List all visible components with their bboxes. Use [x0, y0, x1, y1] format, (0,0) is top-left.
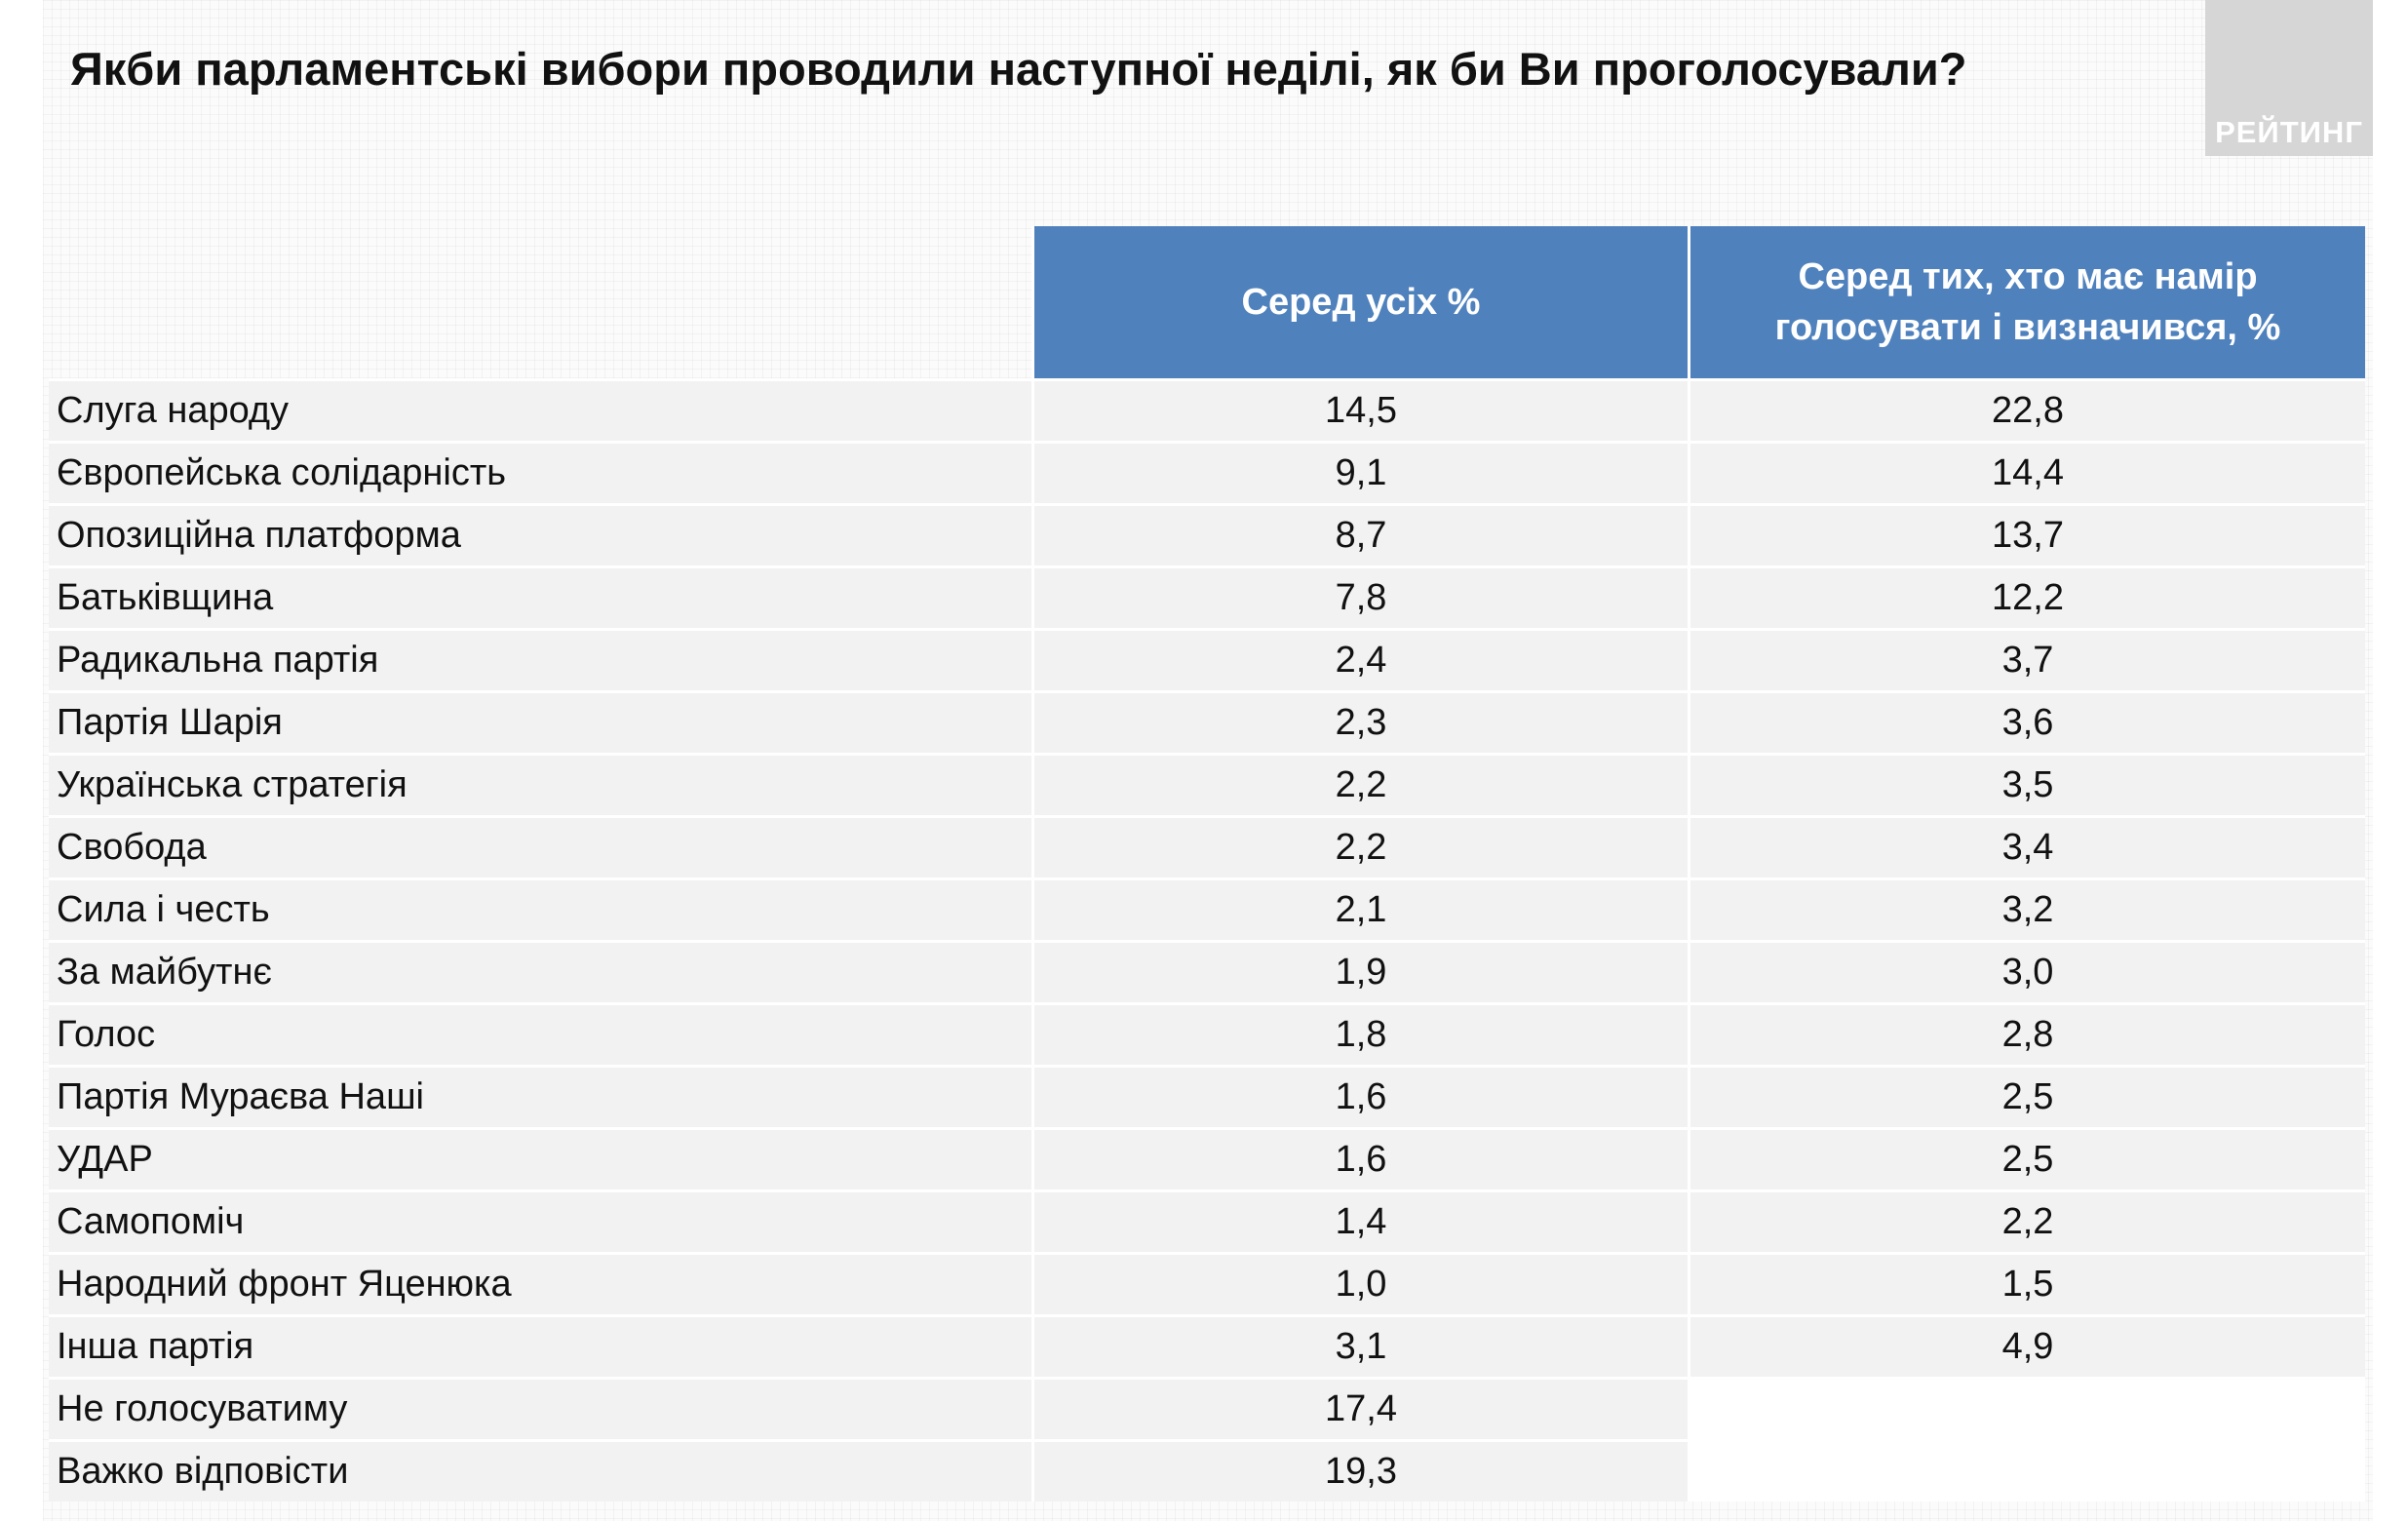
header-corner-cell	[49, 226, 1034, 378]
party-name-cell: Українська стратегія	[49, 753, 1034, 815]
table-row: Партія Мураєва Наші 1,6 2,5	[49, 1065, 2365, 1127]
table-row: Батьківщина 7,8 12,2	[49, 566, 2365, 628]
table-row: Народний фронт Яценюка 1,0 1,5	[49, 1252, 2365, 1314]
poll-results-table: Серед усіх % Серед тих, хто має намір го…	[49, 226, 2365, 1502]
party-name-cell: За майбутнє	[49, 940, 1034, 1002]
table-row: Партія Шарія 2,3 3,6	[49, 690, 2365, 753]
party-name-cell: Інша партія	[49, 1314, 1034, 1377]
table-row: УДАР 1,6 2,5	[49, 1127, 2365, 1190]
party-name-cell: Народний фронт Яценюка	[49, 1252, 1034, 1314]
value-all-cell: 8,7	[1034, 503, 1690, 566]
party-name-cell: Свобода	[49, 815, 1034, 878]
value-decided-cell: 4,9	[1690, 1314, 2365, 1377]
value-all-cell: 1,6	[1034, 1127, 1690, 1190]
value-all-cell: 7,8	[1034, 566, 1690, 628]
value-all-cell: 1,0	[1034, 1252, 1690, 1314]
value-all-cell: 2,1	[1034, 878, 1690, 940]
value-all-cell: 19,3	[1034, 1439, 1690, 1502]
party-name-cell: Не голосуватиму	[49, 1377, 1034, 1439]
party-name-cell: Голос	[49, 1002, 1034, 1065]
table-row: Слуга народу 14,5 22,8	[49, 378, 2365, 441]
table-row: За майбутнє 1,9 3,0	[49, 940, 2365, 1002]
value-all-cell: 3,1	[1034, 1314, 1690, 1377]
value-all-cell: 14,5	[1034, 378, 1690, 441]
value-decided-cell: 2,5	[1690, 1127, 2365, 1190]
table-row: Самопоміч 1,4 2,2	[49, 1190, 2365, 1252]
value-all-cell: 1,8	[1034, 1002, 1690, 1065]
table-row: Українська стратегія 2,2 3,5	[49, 753, 2365, 815]
party-name-cell: Партія Шарія	[49, 690, 1034, 753]
party-name-cell: Слуга народу	[49, 378, 1034, 441]
rating-logo: РЕЙТИНГ	[2205, 0, 2373, 156]
table-row: Свобода 2,2 3,4	[49, 815, 2365, 878]
value-all-cell: 2,2	[1034, 815, 1690, 878]
value-decided-cell: 2,5	[1690, 1065, 2365, 1127]
value-decided-cell: 14,4	[1690, 441, 2365, 503]
page-title: Якби парламентські вибори проводили наст…	[70, 43, 1967, 95]
party-name-cell: Партія Мураєва Наші	[49, 1065, 1034, 1127]
table-row: Європейська солідарність 9,1 14,4	[49, 441, 2365, 503]
party-name-cell: УДАР	[49, 1127, 1034, 1190]
table-header-row: Серед усіх % Серед тих, хто має намір го…	[49, 226, 2365, 378]
party-name-cell: Сила і честь	[49, 878, 1034, 940]
value-decided-cell: 12,2	[1690, 566, 2365, 628]
value-decided-cell: 1,5	[1690, 1252, 2365, 1314]
value-decided-cell: 2,2	[1690, 1190, 2365, 1252]
party-name-cell: Важко відповісти	[49, 1439, 1034, 1502]
value-all-cell: 1,6	[1034, 1065, 1690, 1127]
table-row: Опозиційна платформа 8,7 13,7	[49, 503, 2365, 566]
value-all-cell: 9,1	[1034, 441, 1690, 503]
value-decided-cell: 13,7	[1690, 503, 2365, 566]
value-all-cell: 2,4	[1034, 628, 1690, 690]
logo-text: РЕЙТИНГ	[2215, 115, 2363, 149]
column-header-all: Серед усіх %	[1034, 226, 1690, 378]
table-row: Сила і честь 2,1 3,2	[49, 878, 2365, 940]
value-all-cell: 1,9	[1034, 940, 1690, 1002]
value-decided-cell: 3,5	[1690, 753, 2365, 815]
value-decided-cell: 3,4	[1690, 815, 2365, 878]
party-name-cell: Самопоміч	[49, 1190, 1034, 1252]
value-decided-cell: 3,0	[1690, 940, 2365, 1002]
party-name-cell: Європейська солідарність	[49, 441, 1034, 503]
value-all-cell: 1,4	[1034, 1190, 1690, 1252]
table-row: Радикальна партія 2,4 3,7	[49, 628, 2365, 690]
value-all-cell: 2,2	[1034, 753, 1690, 815]
table-row: Голос 1,8 2,8	[49, 1002, 2365, 1065]
party-name-cell: Батьківщина	[49, 566, 1034, 628]
empty-cell	[1690, 1439, 2365, 1502]
party-name-cell: Радикальна партія	[49, 628, 1034, 690]
value-decided-cell: 22,8	[1690, 378, 2365, 441]
value-all-cell: 17,4	[1034, 1377, 1690, 1439]
value-decided-cell: 3,2	[1690, 878, 2365, 940]
table-row: Інша партія 3,1 4,9	[49, 1314, 2365, 1377]
value-decided-cell: 3,7	[1690, 628, 2365, 690]
value-all-cell: 2,3	[1034, 690, 1690, 753]
table-row: Важко відповісти 19,3	[49, 1439, 2365, 1502]
table-row: Не голосуватиму 17,4	[49, 1377, 2365, 1439]
empty-cell	[1690, 1377, 2365, 1439]
table-body: Слуга народу 14,5 22,8 Європейська солідарн…	[49, 378, 2365, 1502]
value-decided-cell: 3,6	[1690, 690, 2365, 753]
value-decided-cell: 2,8	[1690, 1002, 2365, 1065]
column-header-decided: Серед тих, хто має намір голосувати і ви…	[1690, 226, 2365, 378]
party-name-cell: Опозиційна платформа	[49, 503, 1034, 566]
